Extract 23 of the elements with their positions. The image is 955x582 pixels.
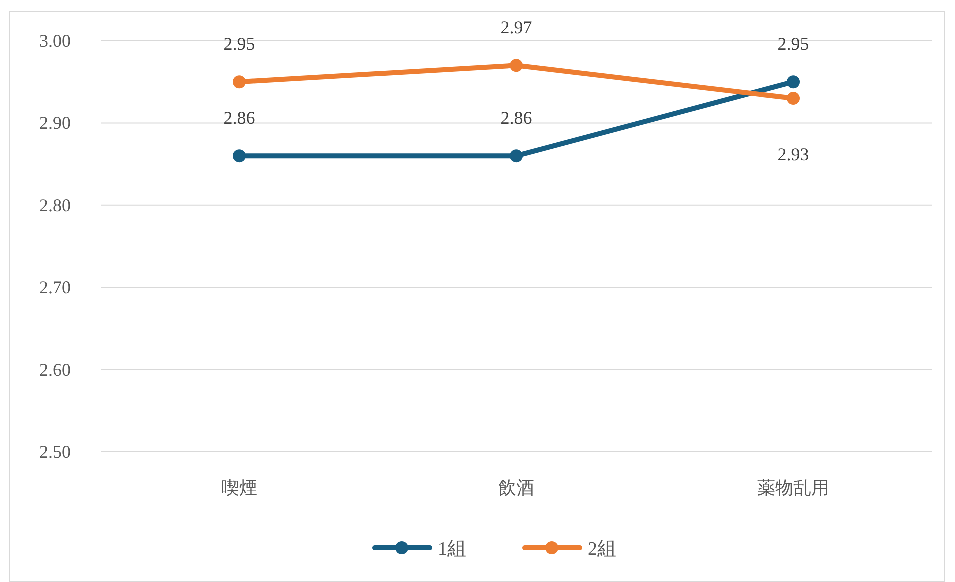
- data-label: 2.95: [224, 34, 256, 54]
- y-tick-label: 2.80: [40, 195, 71, 216]
- point: [510, 150, 523, 163]
- x-tick-label: 喫煙: [222, 478, 258, 498]
- y-tick-label: 2.70: [40, 278, 71, 298]
- legend-label: 2組: [588, 539, 616, 560]
- point: [233, 150, 246, 163]
- point: [787, 76, 800, 89]
- point: [787, 92, 800, 106]
- data-label: 2.86: [224, 108, 256, 128]
- x-tick-label: 薬物乱用: [758, 478, 830, 498]
- point: [510, 59, 523, 72]
- legend-label: 1組: [438, 539, 466, 560]
- data-label: 2.86: [500, 108, 532, 128]
- y-tick-label: 2.60: [40, 360, 71, 380]
- y-tick-label: 2.50: [40, 442, 71, 462]
- data-label: 2.97: [500, 18, 532, 38]
- point: [233, 76, 246, 89]
- y-tick-label: 3.00: [40, 31, 71, 51]
- data-label: 2.95: [778, 34, 810, 54]
- data-label: 2.93: [778, 144, 810, 165]
- x-tick-label: 飲酒: [498, 478, 534, 498]
- y-tick-label: 2.90: [40, 113, 71, 134]
